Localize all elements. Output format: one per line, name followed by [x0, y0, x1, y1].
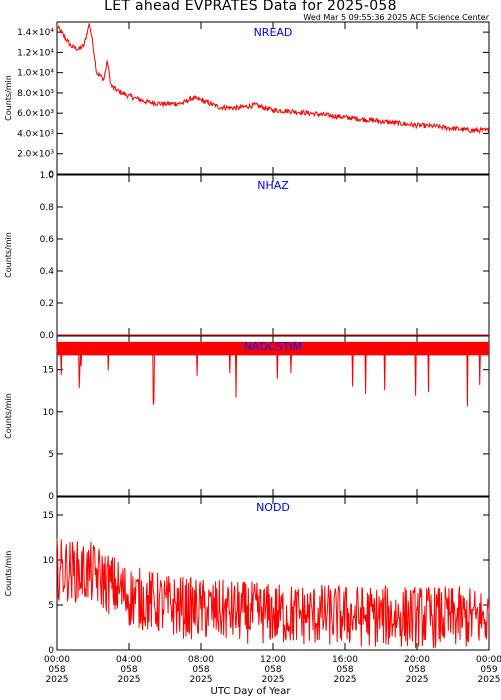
y-tick-label: 15: [43, 366, 54, 376]
y-tick-label: 1.0: [40, 171, 55, 181]
x-tick-label-time: 12:00: [260, 655, 286, 665]
series-line: [56, 538, 490, 649]
chart-timestamp: Wed Mar 5 09:55:36 2025 ACE Science Cent…: [303, 13, 489, 22]
y-tick-label: 0.6: [40, 235, 55, 245]
y-tick-label: 15: [43, 511, 54, 521]
x-tick-label-year: 2025: [190, 675, 213, 685]
y-tick-label: 0: [48, 646, 54, 656]
y-tick-label: 6.0×10³: [17, 109, 54, 119]
chart-title: LET ahead EVPRATES Data for 2025-058: [104, 0, 397, 14]
x-tick-label-doy: 059: [480, 665, 497, 675]
x-tick-label-time: 00:00: [476, 655, 501, 665]
x-tick-label-time: 00:00: [44, 655, 70, 665]
panel-frame: [56, 335, 490, 497]
x-tick-label-year: 2025: [334, 675, 357, 685]
panel-label: NADCSTIM: [244, 340, 302, 353]
panel-frame: [56, 21, 490, 175]
panel-label: NODD: [256, 501, 290, 514]
y-axis-title: Counts/min: [4, 551, 13, 597]
x-tick-label-doy: 058: [48, 665, 65, 675]
x-tick-label-time: 20:00: [404, 655, 430, 665]
x-tick-label-year: 2025: [118, 675, 141, 685]
x-tick-label-year: 2025: [478, 675, 501, 685]
y-axis-title: Counts/min: [4, 393, 13, 439]
y-tick-label: 4.0×10³: [17, 129, 54, 139]
x-tick-label-doy: 058: [408, 665, 425, 675]
y-tick-label: 2.0×10³: [17, 150, 54, 160]
x-tick-label-year: 2025: [46, 675, 69, 685]
y-axis-title: Counts/min: [4, 75, 13, 121]
x-tick-label-doy: 058: [192, 665, 209, 675]
x-tick-label-time: 08:00: [188, 655, 214, 665]
y-tick-label: 8.0×10³: [17, 89, 54, 99]
y-tick-label: 10: [43, 408, 55, 418]
y-tick-label: 10: [43, 556, 55, 566]
y-tick-label: 1.0×10⁴: [17, 69, 54, 79]
x-tick-label-doy: 058: [264, 665, 281, 675]
y-tick-label: 1.2×10⁴: [17, 48, 54, 58]
y-tick-label: 0.2: [40, 299, 54, 309]
panel-frame: [56, 174, 490, 336]
panel-label: NREAD: [254, 26, 293, 39]
y-tick-label: 1.4×10⁴: [17, 28, 54, 38]
panel-label: NHAZ: [257, 179, 289, 192]
x-tick-label-time: 16:00: [332, 655, 358, 665]
y-tick-label: 0.4: [40, 267, 55, 277]
series-band: [57, 341, 489, 356]
y-tick-label: 5: [48, 450, 54, 460]
y-tick-label: 0: [48, 170, 54, 180]
y-tick-label: 0.8: [40, 203, 55, 213]
y-tick-label: 5: [48, 601, 54, 611]
x-tick-label-doy: 058: [120, 665, 137, 675]
y-axis-title: Counts/min: [4, 232, 13, 278]
x-tick-label-year: 2025: [262, 675, 285, 685]
x-tick-label-time: 04:00: [116, 655, 142, 665]
y-tick-label: 0.0: [40, 331, 55, 341]
x-axis-title: UTC Day of Year: [210, 686, 291, 697]
y-tick-label: 0: [48, 492, 54, 502]
x-tick-label-year: 2025: [406, 675, 429, 685]
series-line: [56, 23, 489, 135]
x-tick-label-doy: 058: [336, 665, 353, 675]
